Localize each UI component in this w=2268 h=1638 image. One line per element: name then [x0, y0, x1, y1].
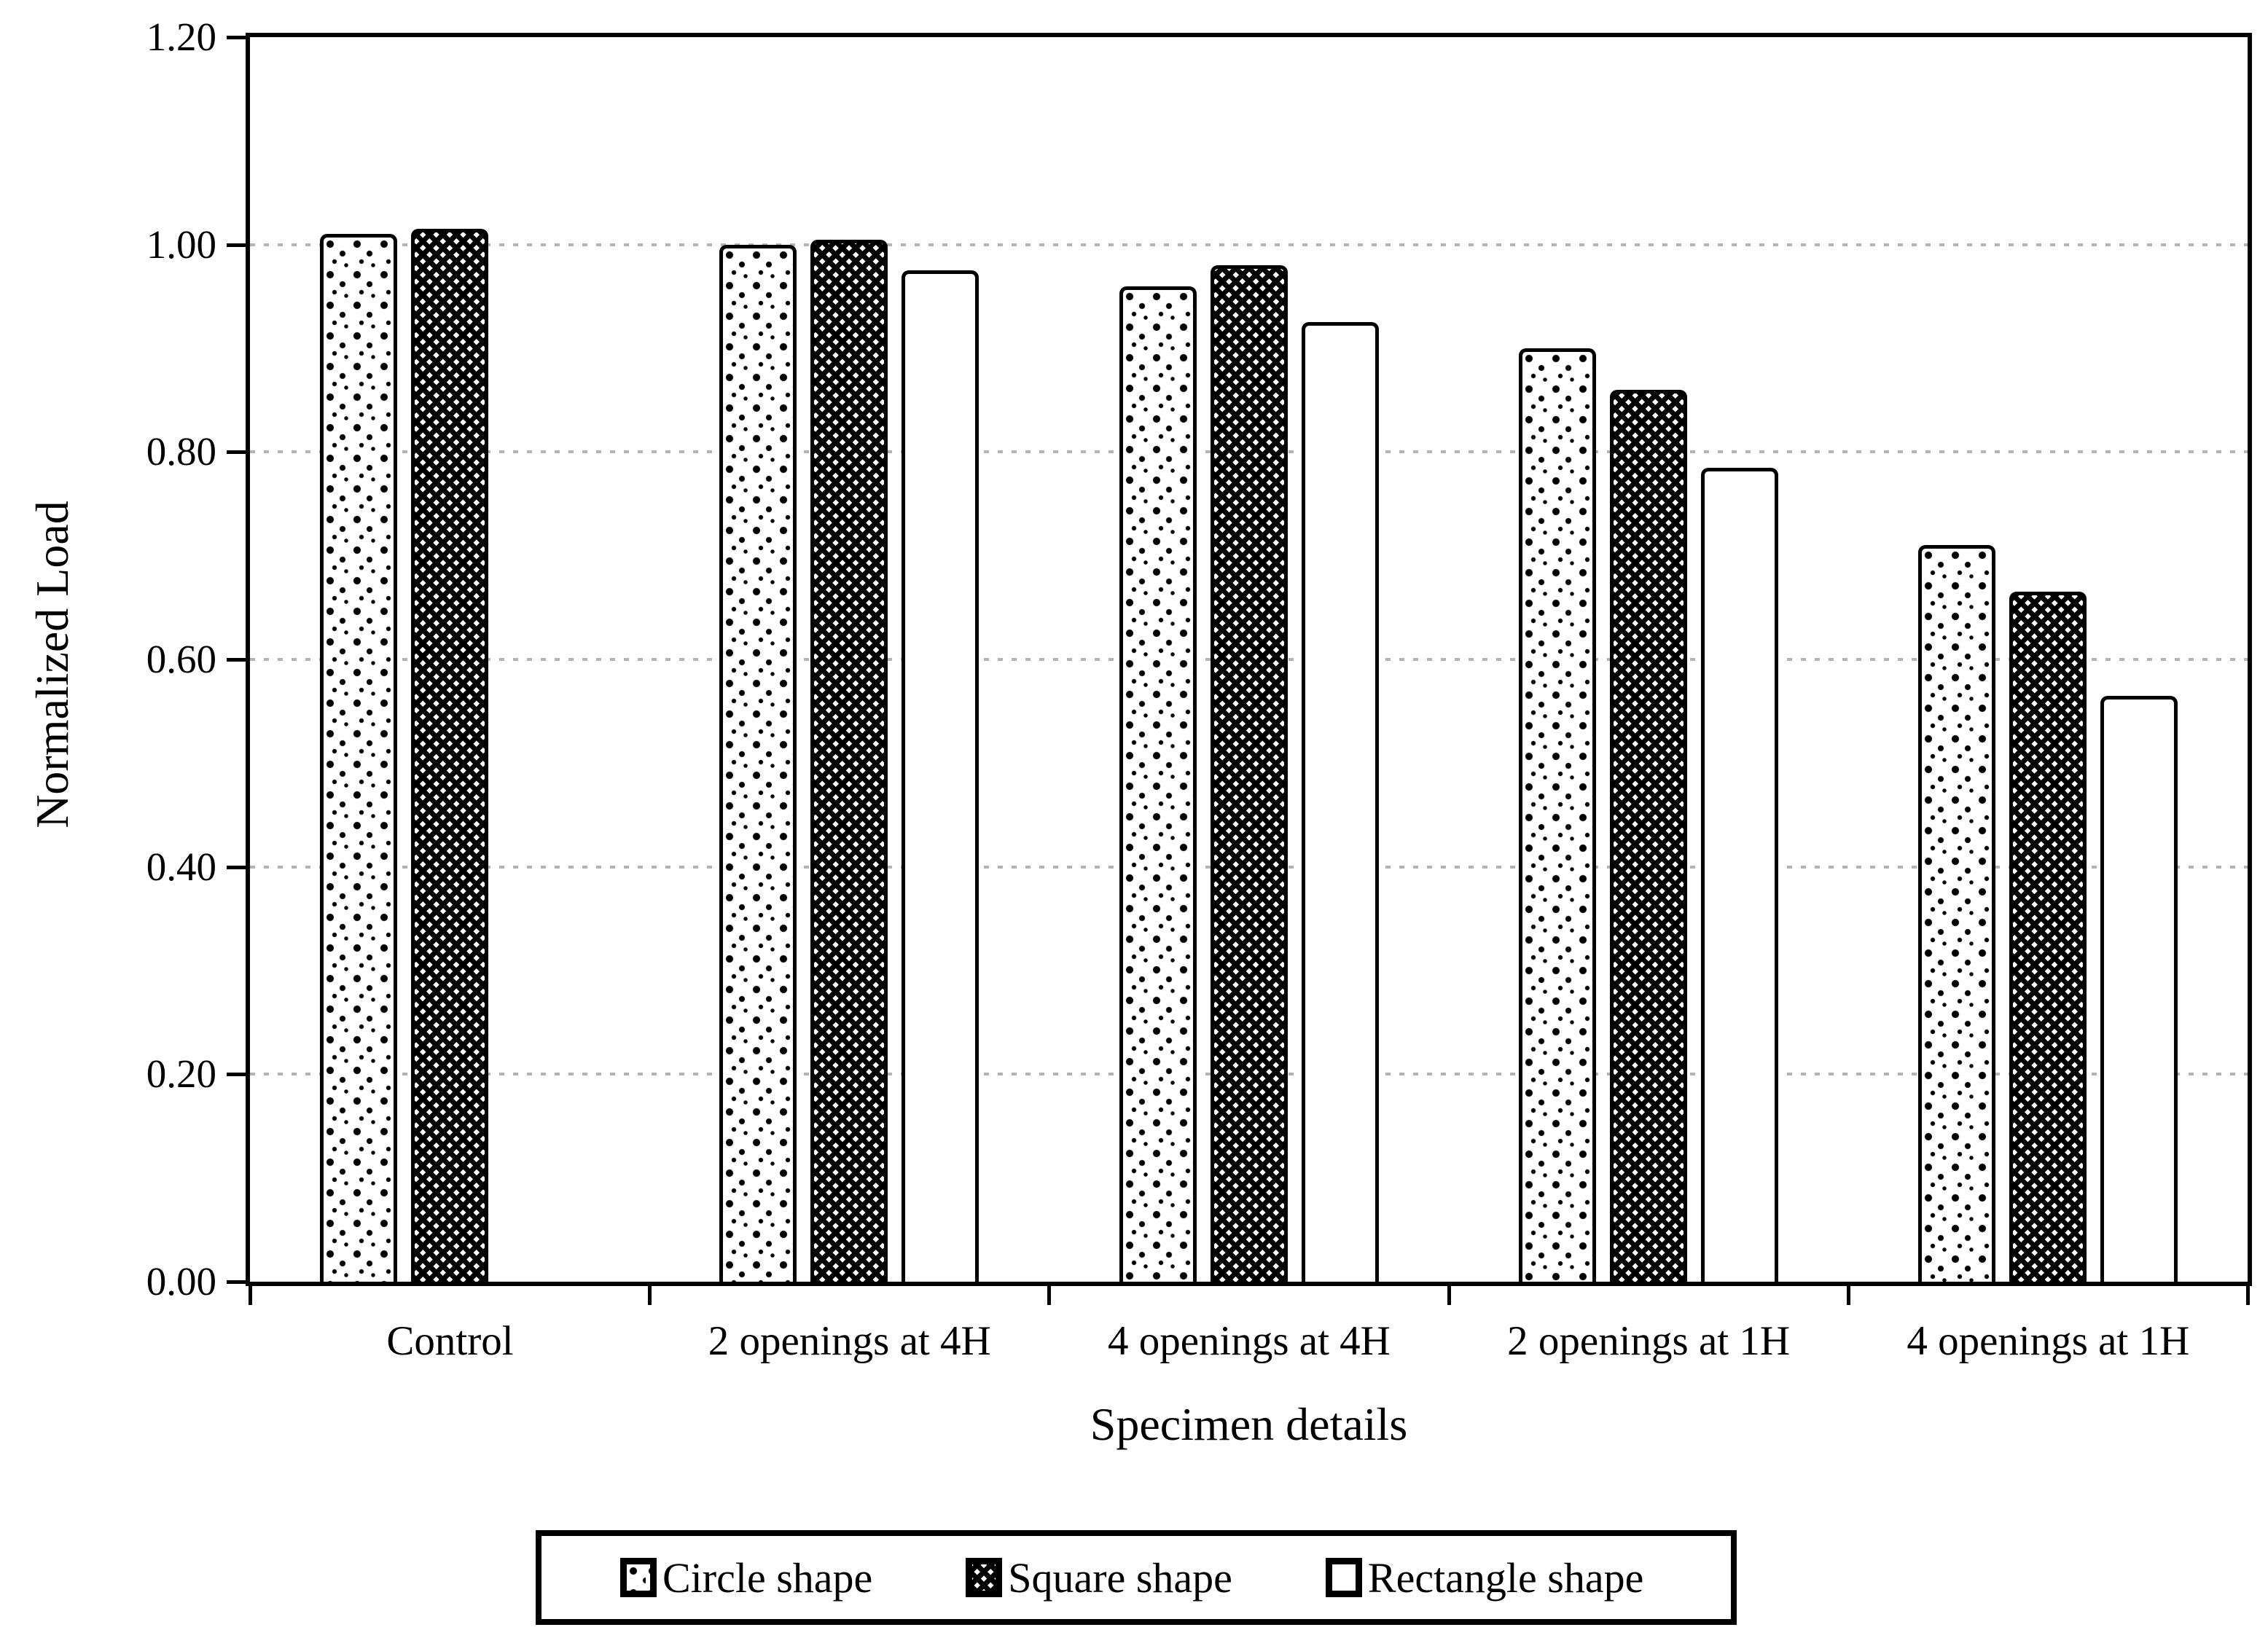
- bar-weave: [2009, 592, 2087, 1282]
- y-tick: [227, 243, 246, 247]
- x-tick: [2246, 1282, 2250, 1305]
- bar-weave: [1609, 389, 1687, 1282]
- bar-weave: [411, 229, 489, 1282]
- y-tick-label: 0.80: [146, 429, 216, 474]
- y-tick-label: 1.00: [146, 222, 216, 267]
- bar-weave: [810, 239, 888, 1282]
- legend-label: Rectangle shape: [1367, 1553, 1644, 1602]
- x-tick: [1447, 1282, 1451, 1305]
- y-tick: [227, 1073, 246, 1077]
- x-tick: [1047, 1282, 1052, 1305]
- category-label: 4 openings at 1H: [1907, 1318, 2190, 1364]
- category-label: Control: [386, 1318, 514, 1364]
- y-tick: [227, 450, 246, 455]
- bar-checker: [902, 270, 979, 1282]
- y-tick: [227, 865, 246, 869]
- legend: Circle shape Square shape Rectangle shape: [536, 1530, 1737, 1625]
- legend-entry: Square shape: [966, 1553, 1232, 1602]
- legend-swatch-dots: [620, 1558, 657, 1597]
- legend-swatch-checker: [1325, 1558, 1362, 1597]
- bar-checker: [1700, 467, 1778, 1282]
- bar-dots: [1518, 348, 1596, 1282]
- category-label: 2 openings at 4H: [708, 1318, 991, 1364]
- gridline: [250, 243, 2248, 246]
- x-tick: [648, 1282, 652, 1305]
- y-tick-label: 0.40: [146, 844, 216, 889]
- y-tick: [227, 36, 246, 39]
- x-tick: [249, 1282, 252, 1305]
- bar-dots: [1119, 286, 1197, 1282]
- bar-dots: [1917, 545, 1995, 1282]
- x-tick: [1846, 1282, 1850, 1305]
- y-tick-label: 1.20: [146, 15, 216, 59]
- legend-label: Circle shape: [662, 1553, 873, 1602]
- plot-area: [246, 33, 2252, 1286]
- legend-label: Square shape: [1008, 1553, 1232, 1602]
- y-tick-label: 0.20: [146, 1051, 216, 1097]
- x-axis-title: Specimen details: [1090, 1398, 1408, 1450]
- y-tick-label: 0.60: [146, 637, 216, 681]
- bar-dots: [719, 244, 797, 1282]
- y-tick-label: 0.00: [146, 1259, 216, 1304]
- category-label: 2 openings at 1H: [1507, 1318, 1791, 1364]
- plot-inner: [250, 37, 2248, 1282]
- bar-dots: [320, 234, 398, 1282]
- y-tick: [227, 1280, 246, 1284]
- bar-weave: [1210, 265, 1288, 1282]
- y-tick: [227, 658, 246, 662]
- bar-checker: [1301, 322, 1379, 1282]
- legend-swatch-weave: [966, 1558, 1003, 1597]
- category-label: 4 openings at 4H: [1107, 1318, 1391, 1364]
- bar-checker: [2100, 695, 2178, 1282]
- legend-entry: Rectangle shape: [1325, 1553, 1644, 1602]
- legend-entry: Circle shape: [620, 1553, 872, 1602]
- y-axis-title: Normalized Load: [26, 501, 78, 828]
